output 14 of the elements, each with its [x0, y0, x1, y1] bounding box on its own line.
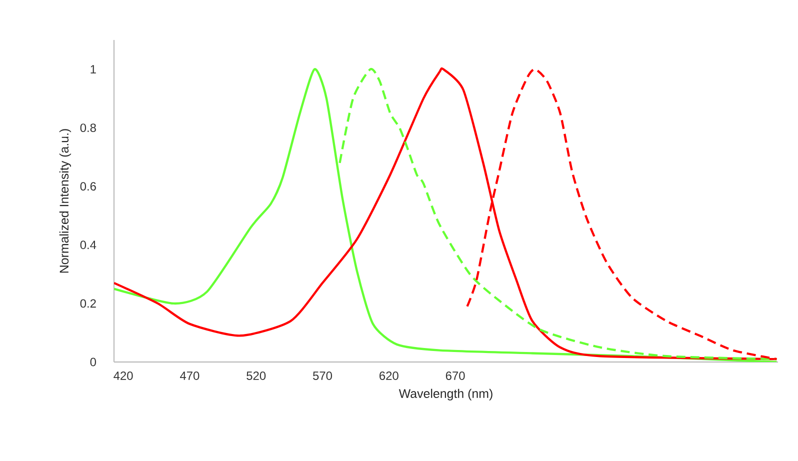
- x-tick-label: 470: [180, 372, 200, 380]
- y-tick-label: 0: [90, 358, 96, 366]
- x-tick-label: 570: [313, 372, 332, 380]
- x-axis-title: Wavelength (nm): [398, 388, 492, 400]
- y-tick-label: 0.6: [80, 182, 96, 191]
- y-tick-label: 0.4: [80, 240, 96, 250]
- y-tick-label: 1: [90, 65, 96, 74]
- y-tick-label: 0.2: [80, 299, 96, 308]
- y-axis-title: Normalized Intensity (a.u.): [59, 129, 72, 273]
- x-tick-label: 420: [114, 372, 133, 380]
- x-tick-label: 520: [246, 372, 266, 380]
- x-tick-label: 620: [380, 372, 398, 380]
- y-tick-label: 0.8: [80, 124, 96, 132]
- x-tick-label: 670: [446, 372, 465, 380]
